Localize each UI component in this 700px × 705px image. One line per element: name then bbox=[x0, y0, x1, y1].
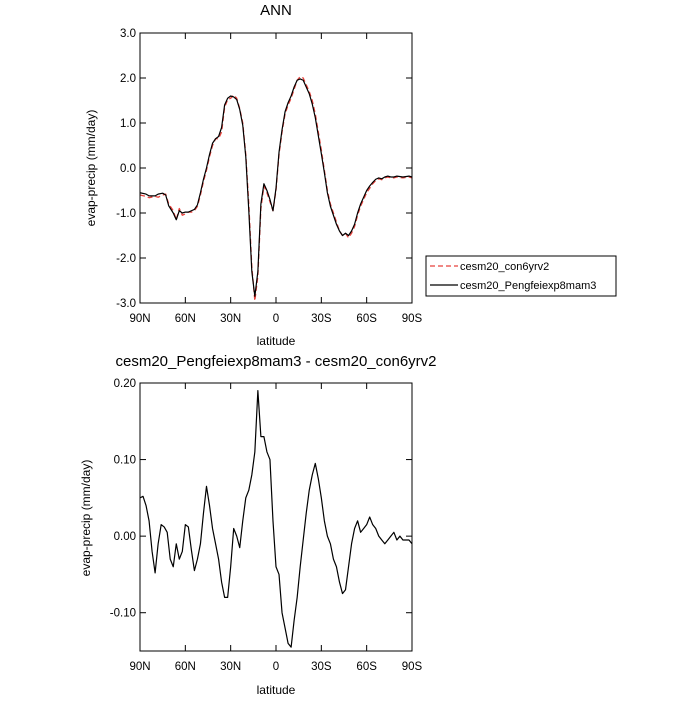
top-y-tick-label: -1.0 bbox=[116, 208, 136, 220]
bottom-x-tick-label: 60N bbox=[175, 661, 196, 673]
top-x-tick-label: 30S bbox=[311, 313, 332, 325]
top-y-tick-label: 0.0 bbox=[120, 163, 136, 175]
top-x-tick-label: 0 bbox=[273, 313, 279, 325]
top-panel-title: ANN bbox=[260, 2, 292, 19]
bottom-series-line-1 bbox=[139, 390, 413, 648]
bottom-x-tick-label: 30S bbox=[311, 661, 332, 673]
bottom-x-axis-label: latitude bbox=[257, 683, 296, 697]
top-y-tick-label: -2.0 bbox=[116, 253, 136, 265]
top-panel: ANN 90N 60N 30N 0 30S 60S 90S 3.0 2.0 1.0 0.0 -1.0 -… bbox=[84, 2, 423, 348]
bottom-y-axis-label: evap-precip (mm/day) bbox=[79, 460, 93, 577]
top-y-tick-label: 1.0 bbox=[120, 118, 136, 130]
legend-label-series-1: cesm20_con6yrv2 bbox=[460, 261, 549, 273]
top-x-tick-label: 60N bbox=[175, 313, 196, 325]
top-x-tick-label: 90S bbox=[402, 313, 423, 325]
bottom-x-tick-label: 30N bbox=[220, 661, 241, 673]
bottom-y-tick-label: 0.10 bbox=[114, 455, 136, 467]
bottom-y-tick-label: 0.00 bbox=[114, 531, 136, 543]
top-ticks-group: 90N 60N 30N 0 30S 60S 90S 3.0 2.0 1.0 0.0 -1.0 -2.0 -… bbox=[116, 28, 422, 325]
top-y-axis-label: evap-precip (mm/day) bbox=[84, 110, 98, 227]
legend-box bbox=[425, 255, 617, 297]
bottom-panel: cesm20_Pengfeiexp8mam3 - cesm20_con6yrv2… bbox=[79, 353, 437, 697]
bottom-x-tick-label: 90S bbox=[402, 661, 423, 673]
top-y-tick-label: 3.0 bbox=[120, 28, 136, 40]
top-series-line-2 bbox=[139, 78, 413, 297]
bottom-y-tick-label: -0.10 bbox=[110, 608, 136, 620]
top-x-tick-label: 60S bbox=[356, 313, 377, 325]
bottom-x-tick-label: 60S bbox=[356, 661, 377, 673]
top-y-tick-label: -3.0 bbox=[116, 298, 136, 310]
bottom-y-tick-label: 0.20 bbox=[114, 378, 136, 390]
bottom-ticks-group: 90N 60N 30N 0 30S 60S 90S 0.20 0.10 0.00 -0.10 bbox=[110, 378, 423, 673]
bottom-x-tick-label: 0 bbox=[273, 661, 279, 673]
top-x-axis-label: latitude bbox=[257, 334, 296, 348]
bottom-x-tick-label: 90N bbox=[129, 661, 150, 673]
top-x-tick-label: 30N bbox=[220, 313, 241, 325]
bottom-panel-title: cesm20_Pengfeiexp8mam3 - cesm20_con6yrv2 bbox=[116, 353, 437, 370]
top-x-tick-label: 90N bbox=[129, 313, 150, 325]
top-series-group bbox=[139, 76, 413, 302]
legend-label-series-2: cesm20_Pengfeiexp8mam3 bbox=[460, 280, 596, 292]
top-y-tick-label: 2.0 bbox=[120, 73, 136, 85]
legend: cesm20_con6yrv2 cesm20_Pengfeiexp8mam3 bbox=[425, 255, 617, 297]
bottom-series-group bbox=[139, 390, 413, 648]
